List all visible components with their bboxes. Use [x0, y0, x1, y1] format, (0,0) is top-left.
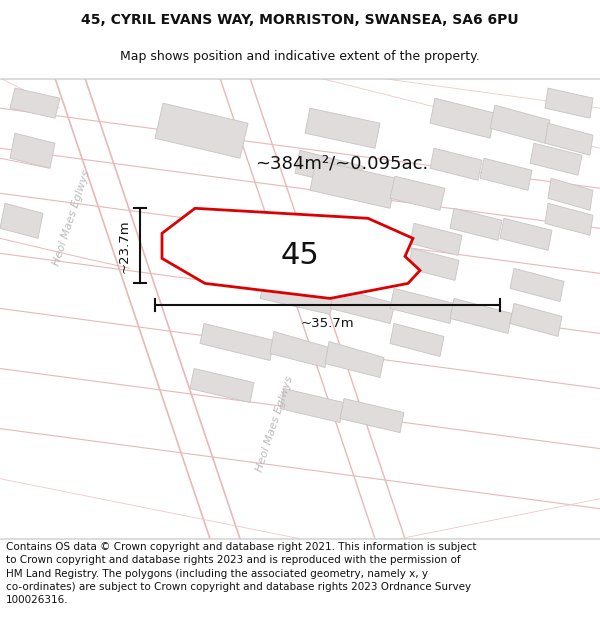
Polygon shape	[390, 176, 445, 210]
Polygon shape	[260, 278, 335, 314]
Polygon shape	[162, 208, 420, 298]
Polygon shape	[548, 178, 593, 210]
Polygon shape	[155, 103, 248, 158]
Polygon shape	[545, 203, 593, 236]
Polygon shape	[330, 288, 395, 324]
Polygon shape	[305, 108, 380, 148]
Polygon shape	[450, 298, 512, 334]
Polygon shape	[390, 288, 454, 324]
Polygon shape	[480, 158, 532, 190]
Text: Heol Maes Eglwys: Heol Maes Eglwys	[52, 169, 92, 268]
Polygon shape	[490, 105, 550, 143]
Polygon shape	[430, 98, 495, 138]
Text: Contains OS data © Crown copyright and database right 2021. This information is : Contains OS data © Crown copyright and d…	[6, 542, 476, 605]
Polygon shape	[430, 148, 482, 180]
Polygon shape	[340, 399, 404, 432]
Text: ~35.7m: ~35.7m	[301, 317, 355, 330]
Polygon shape	[510, 268, 564, 301]
Polygon shape	[200, 324, 274, 361]
Polygon shape	[545, 88, 593, 118]
Polygon shape	[408, 248, 459, 281]
Text: ~384m²/~0.095ac.: ~384m²/~0.095ac.	[255, 154, 428, 173]
Text: 45: 45	[281, 241, 319, 270]
Polygon shape	[0, 203, 43, 238]
Polygon shape	[410, 223, 462, 256]
Polygon shape	[450, 208, 502, 241]
Polygon shape	[530, 143, 582, 175]
Text: ~23.7m: ~23.7m	[118, 219, 131, 272]
Polygon shape	[280, 389, 344, 422]
Polygon shape	[500, 218, 552, 251]
Polygon shape	[295, 150, 363, 188]
Polygon shape	[325, 341, 384, 377]
Polygon shape	[190, 369, 254, 402]
Polygon shape	[270, 331, 329, 367]
Polygon shape	[10, 133, 55, 168]
Polygon shape	[310, 160, 396, 208]
Text: Map shows position and indicative extent of the property.: Map shows position and indicative extent…	[120, 50, 480, 62]
Polygon shape	[10, 88, 60, 118]
Polygon shape	[390, 324, 444, 356]
Polygon shape	[510, 303, 562, 336]
Polygon shape	[545, 123, 593, 155]
Text: Heol Maes Eglwys: Heol Maes Eglwys	[255, 374, 295, 472]
Text: 45, CYRIL EVANS WAY, MORRISTON, SWANSEA, SA6 6PU: 45, CYRIL EVANS WAY, MORRISTON, SWANSEA,…	[81, 12, 519, 26]
